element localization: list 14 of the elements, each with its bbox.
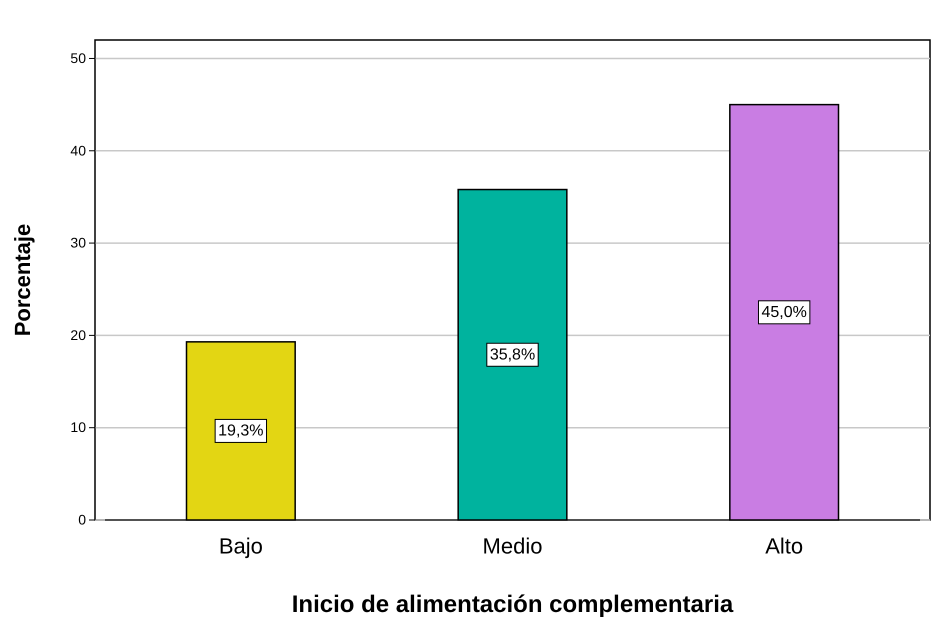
x-tick-label: Bajo — [218, 534, 263, 559]
y-tick-label: 20 — [70, 326, 86, 343]
data-label: 35,8% — [490, 346, 536, 364]
y-tick-label: 0 — [78, 511, 86, 528]
data-label: 19,3% — [218, 422, 264, 440]
y-axis-title: Porcentaje — [10, 224, 35, 336]
y-tick-label: 30 — [70, 234, 86, 251]
y-tick-label: 10 — [70, 419, 86, 436]
x-tick-label: Alto — [765, 534, 804, 559]
x-tick-label: Medio — [482, 534, 542, 559]
data-label: 45,0% — [761, 304, 807, 321]
y-tick-label: 40 — [70, 142, 86, 158]
y-tick-label: 50 — [70, 50, 86, 66]
x-axis-title: Inicio de alimentación complementaria — [292, 591, 734, 618]
